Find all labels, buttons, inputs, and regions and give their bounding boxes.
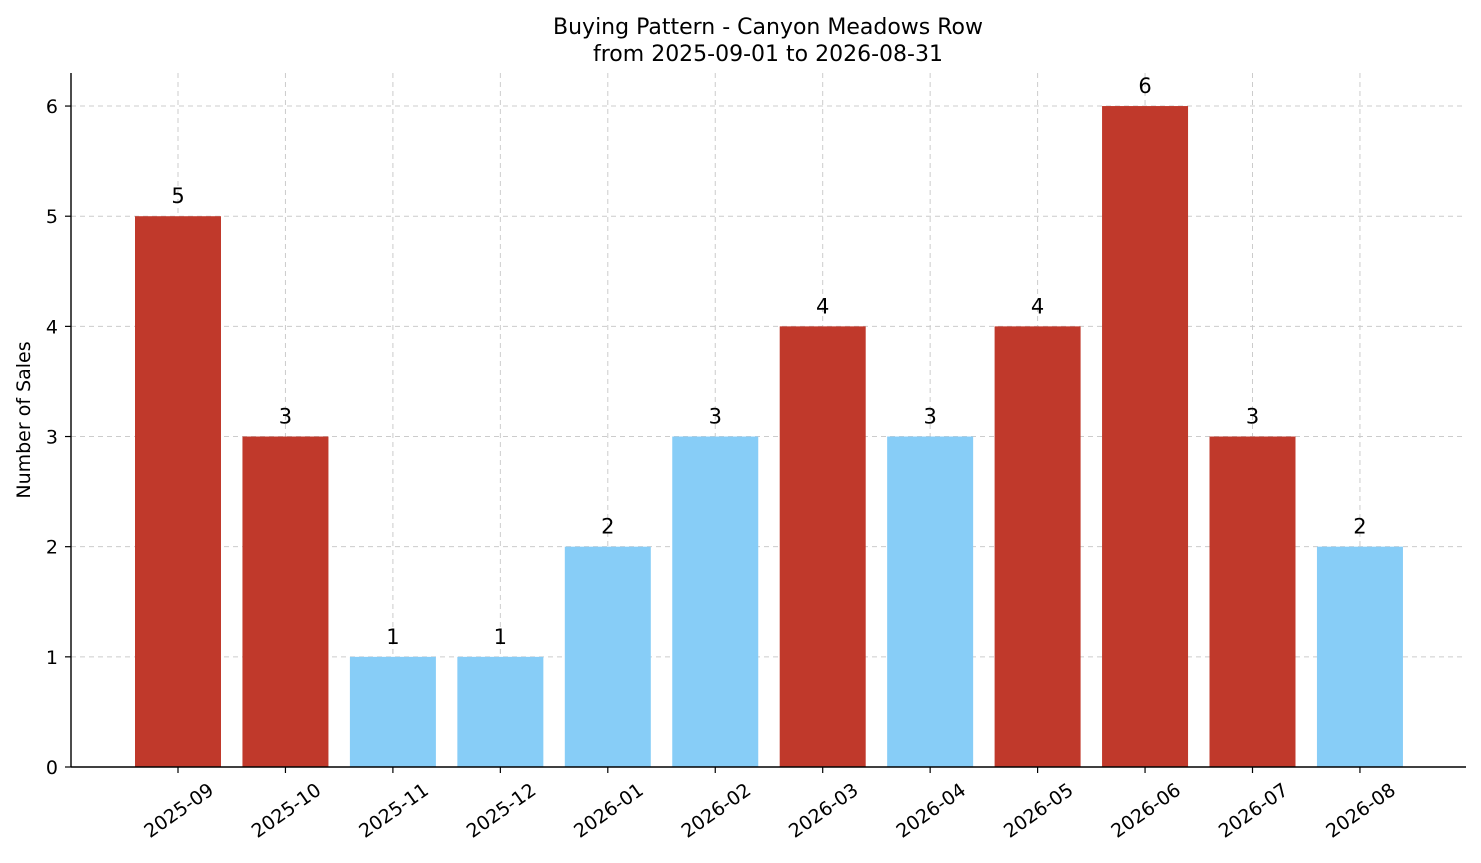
bar-2025-12	[457, 656, 544, 767]
data-label-2026-07: 3	[1246, 405, 1259, 429]
x-tick-label-2026-08: 2026-08	[1322, 779, 1400, 843]
x-tick-label-2025-11: 2025-11	[355, 779, 433, 843]
data-label-2026-04: 3	[923, 405, 936, 429]
data-labels: 5 3 1 1 2 3 4 3 4 6 3 2	[171, 74, 1366, 649]
x-tick-label-2026-07: 2026-07	[1215, 779, 1293, 843]
data-label-2025-12: 1	[494, 625, 507, 649]
x-tick-label-2026-01: 2026-01	[570, 779, 648, 843]
bar-2026-03	[779, 326, 866, 767]
data-label-2026-06: 6	[1138, 74, 1151, 98]
bar-2025-11	[349, 656, 436, 767]
x-tick-label-2026-03: 2026-03	[785, 779, 863, 843]
bar-2026-07	[1209, 436, 1296, 767]
y-ticks: 0 1 2 3 4 5 6	[46, 96, 71, 779]
bar-2026-02	[672, 436, 759, 767]
x-tick-label-2026-02: 2026-02	[677, 779, 755, 843]
y-tick-label-0: 0	[46, 757, 58, 779]
data-label-2026-03: 4	[816, 294, 829, 318]
data-label-2026-02: 3	[709, 405, 722, 429]
chart-title: Buying Pattern - Canyon Meadows Row	[553, 15, 983, 40]
y-tick-label-4: 4	[46, 316, 58, 338]
x-tick-label-2025-12: 2025-12	[463, 779, 541, 843]
x-ticks: 2025-09 2025-10 2025-11 2025-12 2026-01 2026-…	[140, 767, 1400, 843]
bar-2025-09	[135, 216, 221, 767]
y-tick-label-5: 5	[46, 206, 58, 228]
x-tick-label-2026-05: 2026-05	[1000, 779, 1078, 843]
x-tick-label-2025-09: 2025-09	[140, 779, 218, 843]
bars	[135, 106, 1403, 768]
bar-2025-10	[242, 436, 329, 767]
bar-2026-08	[1316, 546, 1403, 767]
x-tick-label-2025-10: 2025-10	[248, 779, 326, 843]
chart-subtitle: from 2025-09-01 to 2026-08-31	[593, 42, 943, 67]
bar-2026-01	[564, 546, 651, 767]
data-label-2026-08: 2	[1353, 515, 1366, 539]
data-label-2026-05: 4	[1031, 294, 1044, 318]
x-tick-label-2026-06: 2026-06	[1107, 779, 1185, 843]
y-tick-label-6: 6	[46, 96, 58, 118]
bar-2026-04	[887, 436, 974, 767]
y-tick-label-3: 3	[46, 427, 58, 449]
data-label-2025-10: 3	[279, 405, 292, 429]
axes	[70, 73, 1466, 768]
y-tick-label-2: 2	[46, 537, 58, 559]
bar-2026-05	[994, 326, 1081, 767]
x-tick-label-2026-04: 2026-04	[892, 779, 970, 843]
y-tick-label-1: 1	[46, 647, 58, 669]
data-label-2025-11: 1	[386, 625, 399, 649]
bar-2026-06	[1102, 106, 1189, 768]
data-label-2025-09: 5	[171, 184, 184, 208]
data-label-2026-01: 2	[601, 515, 614, 539]
y-axis-label: Number of Sales	[13, 341, 35, 498]
